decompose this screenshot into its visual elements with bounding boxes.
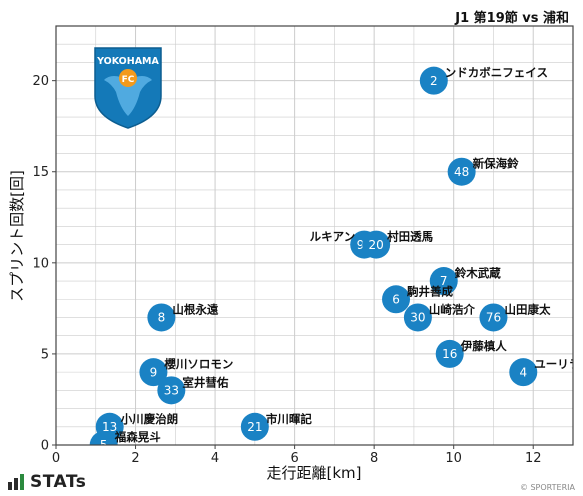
data-point: 48 新保海鈴 bbox=[447, 157, 519, 186]
y-tick-label: 0 bbox=[41, 439, 49, 454]
x-tick-label: 2 bbox=[131, 451, 139, 466]
data-point: 7 鈴木武蔵 bbox=[429, 266, 501, 296]
match-title: J1 第19節 vs 浦和 bbox=[455, 11, 569, 26]
data-point: 30 山崎浩介 bbox=[403, 302, 475, 332]
logo-text: YOKOHAMA bbox=[96, 56, 159, 67]
point-marker bbox=[89, 431, 118, 445]
logo-badge bbox=[119, 69, 137, 87]
y-tick-label: 15 bbox=[32, 165, 49, 180]
point-number: 8 bbox=[158, 311, 166, 325]
point-name: 小川慶治朗 bbox=[120, 412, 179, 426]
data-point: 6 駒井善成 bbox=[382, 284, 454, 314]
axes: 0 2 4 6 8 10 12 0 5 10 15 20 bbox=[32, 25, 574, 466]
point-number: 2 bbox=[430, 74, 438, 88]
bird-icon bbox=[104, 76, 152, 116]
x-tick-label: 10 bbox=[445, 451, 462, 466]
point-marker bbox=[240, 412, 269, 441]
x-tick-label: 12 bbox=[525, 451, 542, 466]
point-name: 鈴木武蔵 bbox=[455, 266, 501, 280]
x-tick-label: 4 bbox=[211, 451, 219, 466]
data-point: 4 ユーリララ bbox=[509, 357, 583, 387]
point-name: 新保海鈴 bbox=[473, 157, 519, 171]
point-name: 櫻川ソロモン bbox=[163, 357, 233, 371]
point-number: 30 bbox=[410, 311, 425, 325]
point-marker bbox=[447, 157, 476, 186]
point-number: 33 bbox=[164, 384, 179, 398]
x-tick-label: 6 bbox=[290, 451, 298, 466]
point-marker bbox=[435, 339, 464, 368]
point-name: 山根永遠 bbox=[172, 302, 218, 316]
data-point: 5 福森晃斗 bbox=[89, 430, 161, 452]
y-tick-label: 5 bbox=[41, 347, 49, 362]
point-number: 20 bbox=[369, 238, 384, 252]
point-name: 山田康太 bbox=[504, 302, 550, 316]
point-marker bbox=[362, 230, 391, 259]
logo-badge-text: FC bbox=[122, 75, 135, 85]
x-tick-label: 0 bbox=[52, 451, 60, 466]
data-point: 9 櫻川ソロモン bbox=[139, 357, 233, 387]
brand: STATs bbox=[8, 472, 86, 492]
point-number: 4 bbox=[519, 365, 527, 379]
data-point: 2 ンドカボニフェイス bbox=[419, 66, 548, 95]
point-name: 山崎浩介 bbox=[429, 302, 475, 316]
point-marker bbox=[403, 303, 432, 332]
point-name: 市川暉記 bbox=[266, 412, 312, 426]
point-number: 6 bbox=[392, 292, 400, 306]
point-number: 5 bbox=[100, 438, 108, 452]
y-tick-label: 20 bbox=[32, 74, 49, 89]
x-axis-label: 走行距離[km] bbox=[266, 464, 361, 482]
data-point: 8 山根永遠 bbox=[147, 302, 219, 332]
data-point: 21 市川暉記 bbox=[240, 412, 312, 441]
point-number: 9 bbox=[150, 365, 158, 379]
y-axis-label: スプリント回数[回] bbox=[8, 170, 26, 302]
point-marker bbox=[419, 66, 448, 95]
point-number: 13 bbox=[102, 420, 117, 434]
y-tick-label: 10 bbox=[32, 256, 49, 271]
x-tick-label: 8 bbox=[370, 451, 378, 466]
point-number: 76 bbox=[486, 311, 501, 325]
point-number: 16 bbox=[442, 347, 457, 361]
point-number: 48 bbox=[454, 165, 469, 179]
copyright: © SPORTERIA bbox=[519, 483, 575, 492]
point-marker bbox=[429, 267, 458, 296]
point-marker bbox=[157, 376, 186, 405]
point-name: 福森晃斗 bbox=[114, 430, 161, 444]
point-marker bbox=[382, 285, 411, 314]
plot-frame bbox=[55, 25, 574, 446]
brand-name: STATs bbox=[30, 472, 87, 492]
point-name: 村田透馬 bbox=[387, 230, 433, 244]
data-points: 2ンドカボニフェイス48新保海鈴91ルキアン20村田透馬7鈴木武蔵6駒井善成30… bbox=[89, 66, 583, 452]
point-marker bbox=[147, 303, 176, 332]
point-name: 伊藤槙人 bbox=[460, 339, 507, 353]
point-marker bbox=[479, 303, 508, 332]
point-name: 室井彗佑 bbox=[182, 375, 228, 389]
team-logo: YOKOHAMA FC bbox=[94, 47, 162, 129]
point-number: 21 bbox=[247, 420, 262, 434]
point-marker bbox=[139, 358, 168, 387]
point-name: 駒井善成 bbox=[407, 284, 453, 298]
point-number: 7 bbox=[440, 274, 448, 288]
point-name: ンドカボニフェイス bbox=[445, 66, 548, 80]
point-marker bbox=[509, 358, 538, 387]
point-name: ユーリララ bbox=[534, 357, 583, 371]
bars-icon bbox=[8, 474, 24, 490]
point-name: ルキアン bbox=[310, 230, 356, 244]
